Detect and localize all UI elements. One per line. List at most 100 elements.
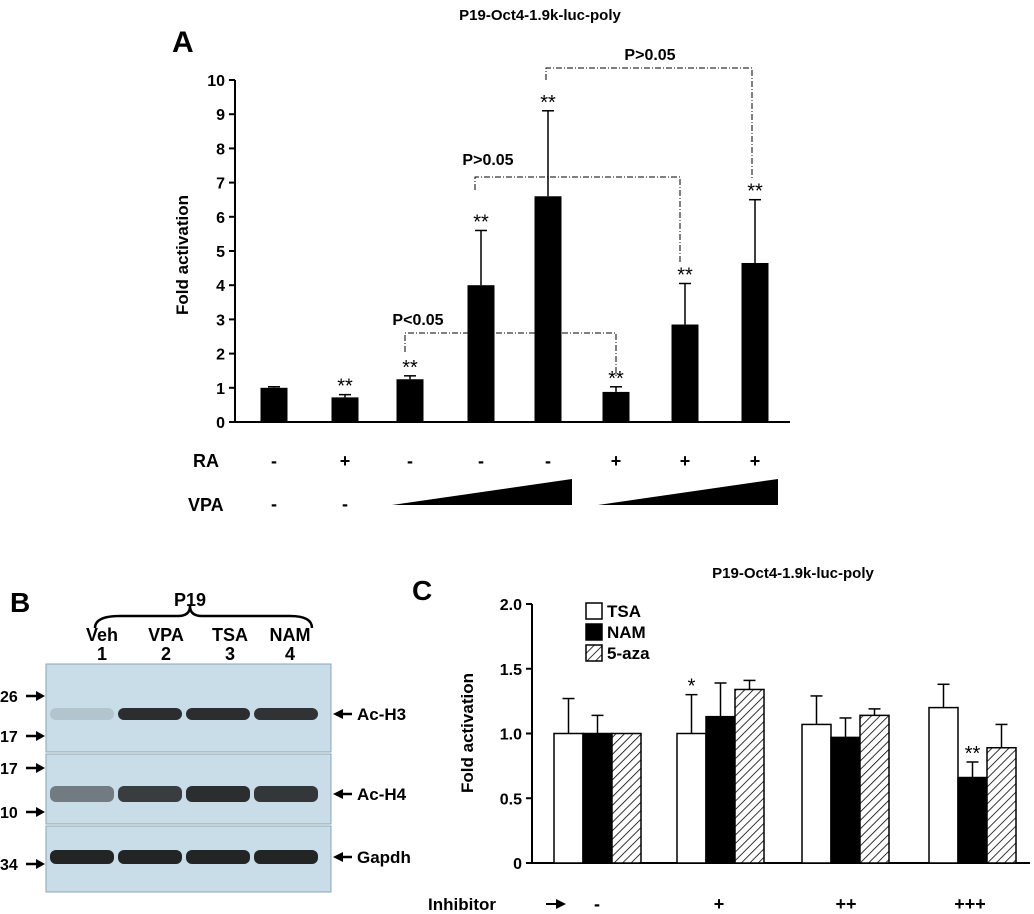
ra-sign: - [478,451,484,471]
bar [928,706,959,864]
significance-marker: ** [965,743,981,765]
bar [957,776,988,864]
vpa-sign: - [271,494,277,514]
band-label: Gapdh [357,848,411,867]
western-blots: 26 17 Ac-H3 17 10 Ac-H4 34 Gapdh [0,663,411,893]
bar [671,324,699,422]
panel-a-bars: ** ** ** ** ** ** ** [260,92,769,422]
arrow-left-icon [333,789,343,799]
lane-name: VPA [148,625,184,645]
significance-marker: ** [540,92,556,114]
y-tick-label: 0.5 [500,791,522,808]
protein-band [186,786,250,802]
y-tick-label: 0 [513,856,522,873]
legend-swatch [585,644,603,662]
y-tick-label: 1.0 [500,727,522,744]
protein-band [118,786,182,802]
lane-number: 1 [97,644,107,664]
protein-band [50,708,114,720]
comparison-label-3: P>0.05 [624,47,675,64]
lane-number: 2 [161,644,171,664]
mw-marker: 17 [0,729,18,746]
group-label: P19 [174,590,206,610]
y-tick-label: 7 [216,176,225,193]
bar [260,387,288,422]
ra-sign-row: - + - - - + + + [271,451,760,471]
bar [467,285,495,422]
protein-band [50,786,114,802]
panel-c-title: P19-Oct4-1.9k-luc-poly [712,565,874,582]
bar [734,688,765,864]
panel-c-bars: *** [553,676,1017,864]
ra-sign: + [680,451,691,471]
bar [676,732,707,864]
arrow-right-icon [36,731,45,741]
inhibitor-level: - [594,894,600,914]
legend-label: TSA [607,602,641,621]
bar [396,379,424,422]
panel-c-letter: C [412,575,432,606]
legend-swatch [585,623,603,641]
significance-marker: ** [402,357,418,379]
mw-marker: 26 [0,689,18,706]
comparison-label-2: P>0.05 [462,152,513,169]
y-tick-label: 0 [216,415,225,432]
bar [602,391,630,422]
ra-sign: + [750,451,761,471]
vpa-sign: - [342,494,348,514]
panel-a-y-axis-label: Fold activation [173,195,192,315]
protein-band [254,850,318,864]
ra-sign: - [271,451,277,471]
protein-band [50,850,114,864]
arrow-right-icon [36,859,45,869]
panel-c: C P19-Oct4-1.9k-luc-poly Fold activation… [412,565,1030,914]
protein-band [186,850,250,864]
y-tick-label: 2.0 [500,597,522,614]
protein-band [254,708,318,720]
panel-a-comparison-brackets [404,67,753,378]
band-label: Ac-H4 [357,785,407,804]
arrow-right-icon [36,807,45,817]
bar [611,732,642,864]
bar [534,196,562,422]
legend-label: NAM [607,623,646,642]
lane-number: 3 [225,644,235,664]
y-tick-label: 9 [216,107,225,124]
inhibitor-levels: - + ++ +++ [594,894,986,914]
ra-sign: + [611,451,622,471]
inhibitor-level: ++ [835,894,856,914]
comparison-bracket [404,332,617,378]
significance-marker: ** [677,264,693,286]
comparison-bracket [474,176,681,262]
mw-marker: 34 [0,857,18,874]
group-brace [93,605,314,629]
significance-marker: ** [747,181,763,203]
panel-a-title: P19-Oct4-1.9k-luc-poly [459,7,621,24]
bar [830,736,861,864]
inhibitor-arrow-icon [556,899,566,909]
protein-band [118,708,182,720]
panel-a-letter: A [172,26,194,59]
bar [741,262,769,422]
bar [801,723,832,864]
ra-sign: - [545,451,551,471]
y-tick-label: 4 [216,278,225,295]
lane-number: 4 [285,644,295,664]
y-tick-label: 6 [216,210,225,227]
arrow-left-icon [333,852,343,862]
panel-b-letter: B [10,587,30,618]
y-tick-label: 1.5 [500,662,522,679]
comparison-bracket [545,67,753,178]
lane-name: Veh [86,625,118,645]
vpa-gradient-wedge [392,479,572,505]
significance-marker: ** [337,376,353,398]
protein-band [254,786,318,802]
inhibitor-level: + [714,894,725,914]
bar [553,732,584,864]
y-tick-label: 10 [207,73,225,90]
ra-sign: - [407,451,413,471]
y-tick-label: 5 [216,244,225,261]
